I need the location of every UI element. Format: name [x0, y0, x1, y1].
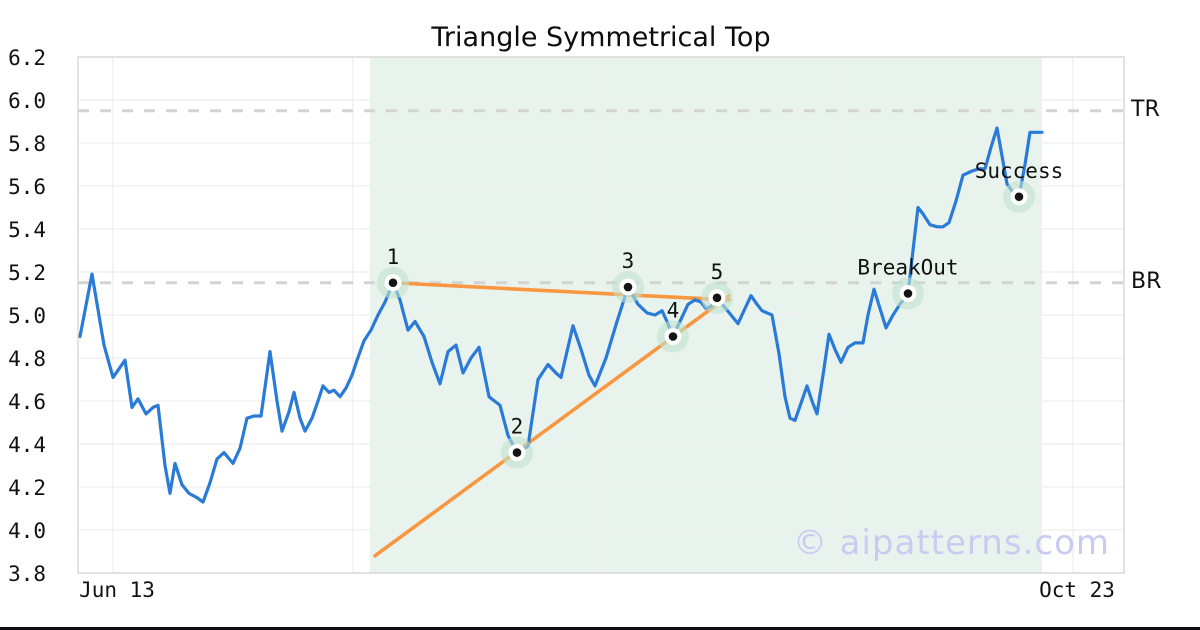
y-tick-label: 4.2 — [8, 476, 46, 500]
y-tick-label: 5.4 — [8, 218, 46, 242]
trendline-resistance — [391, 280, 731, 302]
marker-label-5: 5 — [711, 260, 724, 284]
br-level-label: BR — [1131, 268, 1162, 294]
y-tick-label: 4.4 — [8, 433, 46, 457]
chart-title: Triangle Symmetrical Top — [431, 22, 771, 53]
marker-label-4: 4 — [667, 299, 680, 323]
y-tick-label: 3.8 — [8, 562, 46, 586]
watermark: © aipatterns.com — [792, 523, 1110, 563]
y-tick-label: 5.2 — [8, 261, 46, 285]
marker-dot — [903, 289, 913, 298]
y-tick-label: 5.8 — [8, 132, 46, 156]
y-tick-label: 5.0 — [8, 304, 46, 328]
plot-frame — [77, 56, 1125, 574]
marker-label-success: Success — [975, 159, 1064, 183]
marker-dot — [668, 332, 678, 341]
y-tick-label: 6.0 — [8, 89, 46, 113]
x-axis-label-start: Jun 13 — [79, 578, 155, 602]
bottom-border — [0, 627, 1200, 630]
marker-label-1: 1 — [387, 245, 400, 269]
marker-dot — [1014, 192, 1024, 202]
y-tick-label: 4.6 — [8, 390, 46, 414]
tr-level-label: TR — [1131, 96, 1160, 122]
y-tick-label: 4.0 — [8, 519, 46, 543]
y-tick-label: 6.2 — [8, 46, 46, 70]
y-tick-label: 5.6 — [8, 175, 46, 199]
marker-dot — [388, 278, 398, 288]
marker-dot — [512, 448, 522, 457]
y-tick-label: 4.8 — [8, 347, 46, 371]
marker-dot — [712, 293, 722, 303]
marker-label-3: 3 — [622, 249, 635, 273]
marker-label-breakout: BreakOut — [857, 256, 958, 280]
marker-label-2: 2 — [511, 415, 524, 439]
x-axis-label-end: Oct 23 — [1039, 578, 1115, 602]
marker-dot — [623, 282, 633, 292]
